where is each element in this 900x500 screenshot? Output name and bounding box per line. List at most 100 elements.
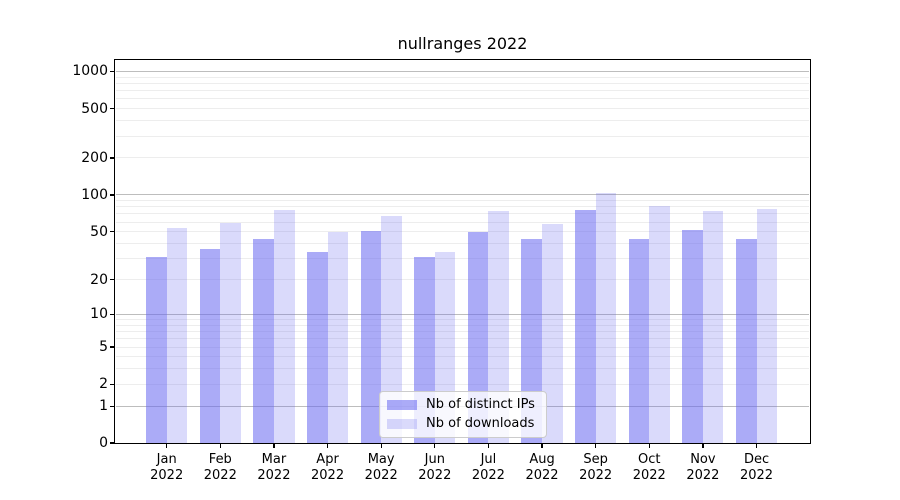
y-tick-label-0: 0: [99, 435, 108, 451]
bar-distinct-ips-mar: [253, 238, 274, 443]
x-tick-label-jun: Jun 2022: [405, 452, 465, 484]
bar-distinct-ips-dec: [735, 238, 757, 443]
x-tick-label-sep: Sep 2022: [566, 452, 626, 484]
bar-downloads-feb: [220, 223, 241, 443]
x-tick-dec: [755, 444, 758, 448]
y-tick-label-200: 200: [81, 149, 108, 166]
x-tick-label-month: Jan: [156, 452, 177, 467]
gridline-minor-900: [116, 76, 809, 78]
gridline-major-10: [116, 313, 809, 315]
y-tick-0: [110, 442, 115, 444]
gridline-minor-40: [116, 243, 809, 244]
x-tick-jun: [434, 444, 436, 448]
x-tick-label-month: May: [367, 452, 395, 467]
x-tick-label-aug: Aug 2022: [512, 452, 572, 484]
bar-distinct-ips-feb: [199, 249, 221, 443]
bar-downloads-jul: [488, 210, 509, 443]
y-tick-20: [110, 278, 115, 281]
x-tick-label-year: 2022: [150, 468, 184, 483]
bar-distinct-ips-may: [360, 230, 382, 443]
x-tick-label-month: Mar: [261, 452, 287, 467]
gridline-minor-3: [116, 368, 809, 370]
y-tick-label-1000: 1000: [72, 63, 108, 80]
x-tick-label-jan: Jan 2022: [137, 452, 197, 484]
bar-downloads-oct: [649, 205, 670, 443]
x-tick-label-may: May 2022: [351, 452, 411, 484]
gridline-minor-30: [116, 258, 809, 260]
gridline-minor-2: [116, 383, 809, 385]
x-tick-label-month: Feb: [208, 452, 232, 467]
y-tick-label-20: 20: [90, 271, 108, 288]
y-tick-10: [110, 313, 115, 315]
x-tick-jan: [166, 444, 168, 448]
x-tick-aug: [541, 444, 543, 448]
gridline-minor-9: [116, 319, 809, 320]
y-tick-5: [110, 346, 115, 348]
gridline-minor-70: [116, 213, 809, 215]
legend-swatch-downloads: [387, 419, 417, 429]
x-tick-label-year: 2022: [364, 468, 398, 483]
y-tick-label-1: 1: [99, 398, 108, 415]
legend-item-downloads: Nb of downloads: [387, 416, 538, 432]
gridline-minor-300: [116, 135, 809, 137]
gridline-minor-7: [116, 331, 809, 333]
gridline-minor-4: [116, 356, 809, 358]
x-tick-label-month: Nov: [690, 452, 716, 467]
x-tick-jul: [487, 444, 490, 448]
bar-distinct-ips-oct: [628, 238, 650, 443]
x-tick-label-year: 2022: [203, 468, 237, 483]
x-tick-label-year: 2022: [632, 468, 666, 483]
gridline-minor-600: [116, 98, 809, 100]
chart-title: nullranges 2022: [397, 34, 528, 53]
y-tick-label-500: 500: [81, 100, 108, 117]
gridline-minor-400: [116, 120, 809, 122]
gridline-major-100: [116, 194, 809, 196]
y-tick-label-5: 5: [99, 339, 108, 355]
gridline-minor-80: [116, 206, 809, 208]
y-tick-1000: [110, 70, 115, 73]
gridline-major-1000: [116, 70, 809, 72]
x-tick-label-mar: Mar 2022: [244, 452, 304, 484]
x-tick-label-year: 2022: [311, 468, 345, 483]
bar-distinct-ips-nov: [682, 229, 703, 443]
x-tick-label-nov: Nov 2022: [673, 452, 733, 484]
x-tick-sep: [595, 444, 597, 448]
bar-distinct-ips-apr: [306, 252, 328, 443]
x-tick-label-year: 2022: [525, 468, 559, 483]
legend-label-distinct-ips: Nb of distinct IPs: [426, 397, 535, 412]
x-tick-label-year: 2022: [686, 468, 720, 483]
x-tick-feb: [219, 444, 221, 448]
y-tick-200: [110, 157, 115, 159]
bar-distinct-ips-jan: [146, 256, 167, 443]
x-tick-label-year: 2022: [471, 468, 505, 483]
gridline-minor-200: [116, 157, 809, 159]
bar-downloads-jan: [166, 227, 188, 443]
x-tick-label-oct: Oct 2022: [619, 452, 679, 484]
bar-downloads-nov: [702, 210, 724, 443]
y-tick-500: [110, 108, 115, 110]
y-tick-100: [110, 194, 115, 196]
bar-distinct-ips-sep: [575, 209, 596, 443]
x-tick-label-year: 2022: [579, 468, 613, 483]
x-tick-label-month: Apr: [316, 452, 339, 467]
gridline-minor-5: [116, 346, 809, 348]
bar-downloads-sep: [595, 192, 617, 443]
legend-item-distinct-ips: Nb of distinct IPs: [387, 397, 538, 413]
y-tick-label-50: 50: [90, 223, 108, 240]
x-tick-label-month: Sep: [583, 452, 608, 467]
x-tick-label-apr: Apr 2022: [298, 452, 358, 484]
gridline-minor-6: [116, 338, 809, 340]
bar-downloads-may: [381, 216, 402, 443]
gridline-minor-90: [116, 200, 809, 202]
x-tick-label-month: Jul: [480, 452, 497, 467]
gridline-minor-50: [116, 231, 809, 233]
x-tick-label-year: 2022: [739, 468, 774, 483]
x-tick-label-year: 2022: [257, 468, 291, 483]
x-tick-label-month: Jun: [424, 452, 445, 467]
x-tick-label-feb: Feb 2022: [190, 452, 250, 484]
legend-label-downloads: Nb of downloads: [426, 416, 535, 431]
bar-distinct-ips-jul: [467, 231, 489, 443]
x-tick-label-jul: Jul 2022: [458, 452, 518, 484]
y-tick-label-10: 10: [90, 306, 108, 323]
